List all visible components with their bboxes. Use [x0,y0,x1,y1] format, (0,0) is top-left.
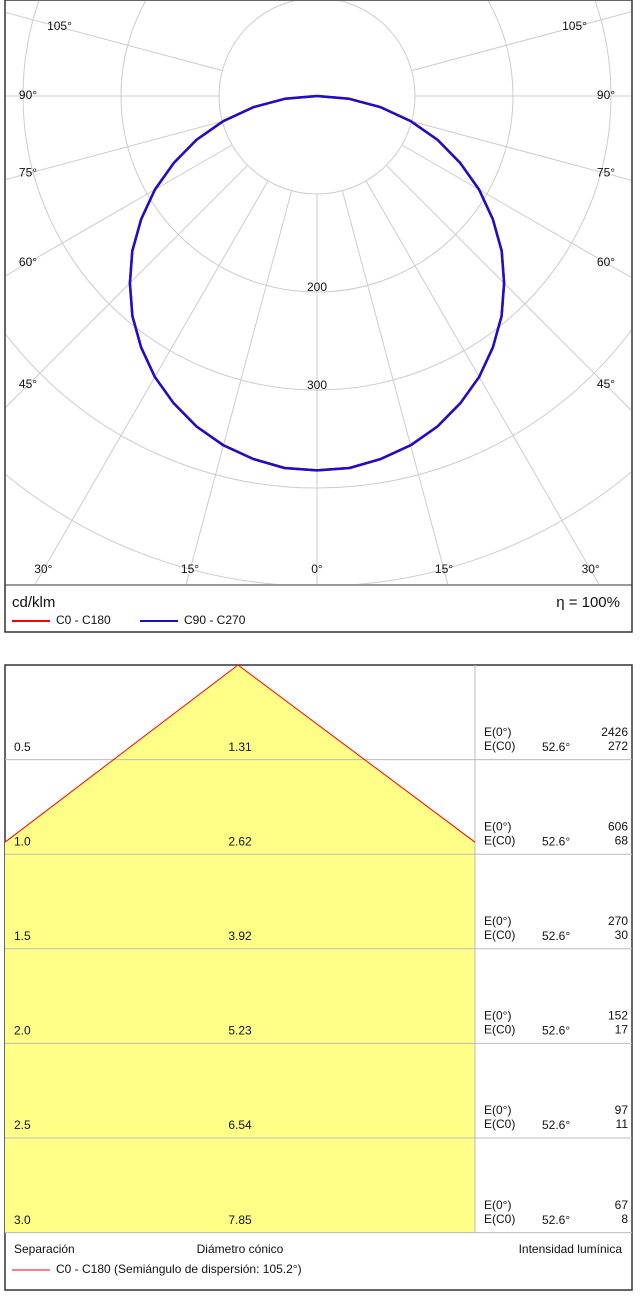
legend-label: C90 - C270 [184,613,246,627]
angle: 52.6° [542,1118,570,1132]
r-tick-label: 300 [307,378,327,392]
ec0: 30 [615,928,629,942]
header: Separación [14,1242,75,1256]
ec0-label: E(C0) [484,1023,515,1037]
height: 2.5 [14,1118,31,1132]
e0: 270 [608,914,628,928]
spoke [365,180,600,584]
e0: 97 [615,1103,629,1117]
angle: 52.6° [542,740,570,754]
spoke [385,164,631,411]
angle-label: 30° [34,562,52,576]
polar-frame [4,0,633,633]
spoke [401,144,631,278]
ec0: 272 [608,739,628,753]
ec0-label: E(C0) [484,928,515,942]
angle-label: 45° [19,377,37,391]
height: 0.5 [14,740,31,754]
angle-label: 0° [311,562,323,576]
intensity-curve [128,94,318,472]
angle-label: 60° [19,255,37,269]
angle: 52.6° [542,929,570,943]
ec0-label: E(C0) [484,1212,515,1226]
diameter: 1.31 [228,740,252,754]
legend-label: C0 - C180 (Semiángulo de dispersión: 105… [56,1262,302,1276]
legend-label: C0 - C180 [56,613,111,627]
angle-label: 60° [597,255,615,269]
intensity-curve [316,94,506,472]
angle-label: 30° [582,562,600,576]
grid-circle [0,0,640,684]
angle-label: 15° [181,562,199,576]
height: 3.0 [14,1213,31,1227]
e0: 67 [615,1198,629,1212]
spoke [6,12,223,72]
e0: 152 [608,1009,628,1023]
cone-edge [4,664,476,843]
height: 1.0 [14,834,31,848]
diameter: 5.23 [228,1024,252,1038]
e0-label: E(0°) [484,914,511,928]
angle-label: 105° [47,19,72,33]
ec0-label: E(C0) [484,1117,515,1131]
spoke [6,144,233,277]
diameter: 6.54 [228,1118,252,1132]
angle-label: 15° [435,562,453,576]
angle-label: 90° [19,88,37,102]
angle: 52.6° [542,1213,570,1227]
e0-label: E(0°) [484,1198,511,1212]
angle-label: 75° [597,166,615,180]
height: 1.5 [14,929,31,943]
diameter: 3.92 [228,929,252,943]
spoke [411,11,631,72]
spoke [185,190,293,584]
angle-label: 105° [562,19,587,33]
diameter: 7.85 [228,1213,252,1227]
e0-label: E(0°) [484,1009,511,1023]
header: Diámetro cónico [197,1242,284,1256]
spoke [411,120,631,181]
ec0: 11 [616,1117,629,1131]
e0-label: E(0°) [484,725,511,739]
height: 2.0 [14,1024,31,1038]
ec0: 68 [615,833,629,847]
unit: cd/klm [12,594,55,611]
intensity-curve [316,94,506,472]
spoke [34,180,269,584]
r-tick-label: 200 [307,280,327,294]
e0-label: E(0°) [484,1103,511,1117]
ec0: 8 [621,1212,628,1226]
ec0-label: E(C0) [484,739,515,753]
angle: 52.6° [542,1024,570,1038]
ec0-label: E(C0) [484,833,515,847]
angle-label: 90° [597,88,615,102]
intensity-curve [128,94,318,472]
grid-circle [6,329,631,489]
angle-label: 45° [597,377,615,391]
header: Intensidad lumínica [519,1242,623,1256]
efficiency: η = 100% [556,594,620,611]
e0-label: E(0°) [484,819,511,833]
e0: 2426 [601,725,628,739]
angle-label: 75° [19,166,37,180]
angle: 52.6° [542,834,570,848]
e0: 606 [608,819,628,833]
diameter: 2.62 [228,834,252,848]
spoke [6,120,223,180]
spoke [6,164,249,408]
ec0: 17 [615,1023,629,1037]
spoke [341,190,449,584]
